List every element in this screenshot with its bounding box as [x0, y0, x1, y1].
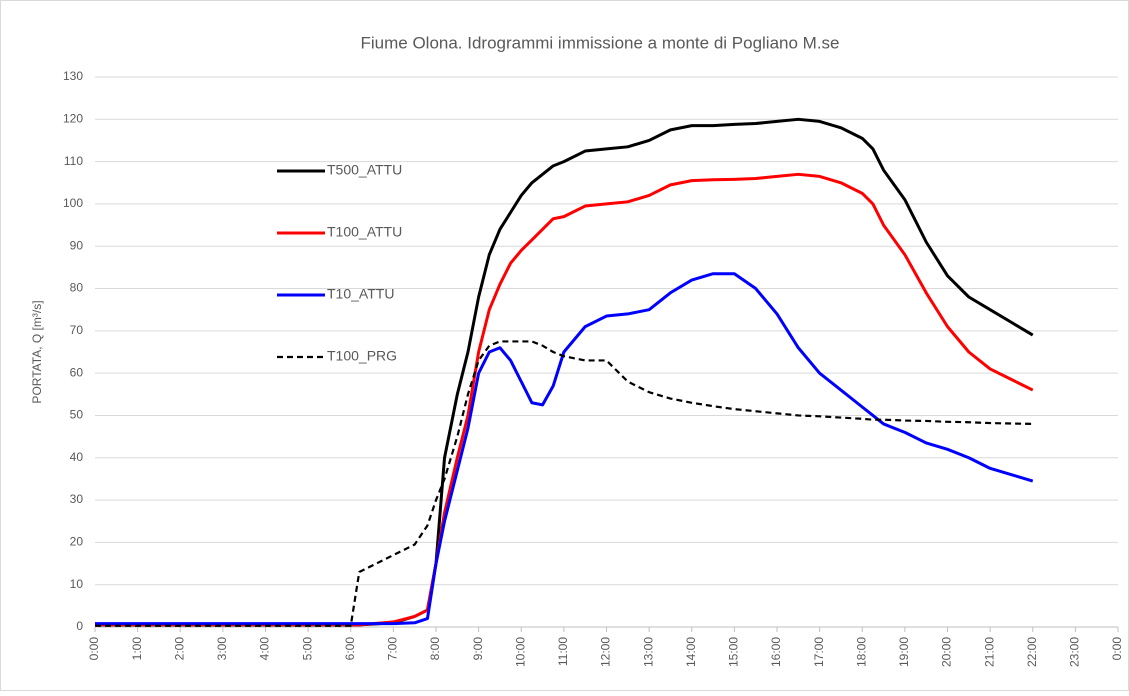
y-tick-label: 40 [70, 450, 84, 464]
y-tick-label: 60 [70, 365, 84, 379]
x-tick-label: 19:00 [897, 637, 911, 667]
y-axis-label: PORTATA, Q [m³/s] [30, 300, 44, 403]
x-tick-label: 2:00 [172, 637, 186, 661]
y-tick-label: 0 [76, 619, 83, 633]
x-tick-label: 20:00 [940, 637, 954, 667]
x-tick-label: 23:00 [1068, 637, 1082, 667]
x-tick-label: 14:00 [684, 637, 698, 667]
legend-label: T100_ATTU [327, 224, 402, 240]
x-tick-label: 0:00 [1110, 637, 1124, 661]
y-tick-label: 100 [63, 196, 83, 210]
legend-label: T100_PRG [327, 348, 397, 364]
x-tick-label: 3:00 [215, 637, 229, 661]
y-tick-label: 30 [70, 492, 84, 506]
x-tick-label: 16:00 [769, 637, 783, 667]
x-tick-label: 12:00 [599, 637, 613, 667]
x-tick-label: 7:00 [386, 637, 400, 661]
series-line [95, 272, 1034, 626]
legend-label: T10_ATTU [327, 286, 394, 302]
y-tick-label: 130 [63, 69, 83, 83]
x-tick-label: 6:00 [343, 637, 357, 661]
x-tick-label: 15:00 [727, 637, 741, 667]
chart-title: Fiume Olona. Idrogrammi immissione a mon… [360, 33, 839, 52]
x-tick-label: 1:00 [130, 637, 144, 661]
x-tick-label: 11:00 [556, 637, 570, 666]
x-tick-label: 9:00 [471, 637, 485, 661]
x-tick-label: 22:00 [1025, 637, 1039, 667]
y-tick-label: 120 [63, 111, 83, 125]
x-tick-label: 8:00 [428, 637, 442, 661]
y-tick-label: 70 [70, 323, 84, 337]
x-tick-label: 13:00 [641, 637, 655, 667]
x-tick-label: 5:00 [300, 637, 314, 661]
legend-label: T500_ATTU [327, 162, 402, 178]
x-tick-label: 21:00 [982, 637, 996, 667]
y-tick-label: 90 [70, 238, 84, 252]
y-tick-label: 50 [70, 408, 84, 422]
y-tick-label: 110 [64, 154, 83, 168]
x-tick-label: 0:00 [87, 637, 101, 661]
x-tick-label: 10:00 [513, 637, 527, 667]
y-tick-label: 10 [70, 577, 84, 591]
x-tick-label: 4:00 [258, 637, 272, 661]
x-tick-label: 18:00 [854, 637, 868, 667]
x-tick-label: 17:00 [812, 637, 826, 667]
series-line [95, 340, 1033, 627]
y-tick-label: 80 [70, 281, 84, 295]
y-tick-label: 20 [70, 535, 84, 549]
